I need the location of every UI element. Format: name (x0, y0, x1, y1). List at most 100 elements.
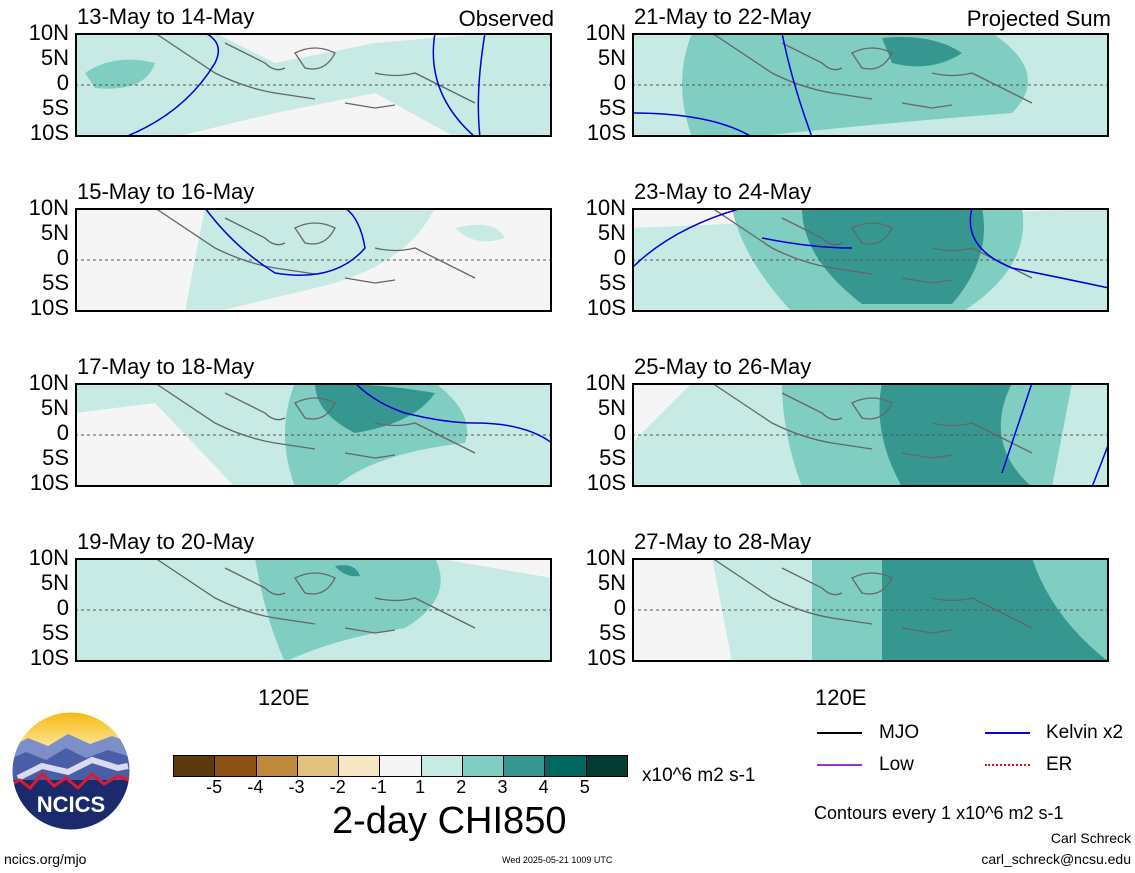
legend-line-low (817, 764, 862, 766)
lat-tick-label: 0 (613, 420, 626, 445)
colorbar-tick-label: -5 (206, 777, 223, 797)
lat-tick-label: 0 (56, 70, 69, 95)
map-canvas (632, 558, 1109, 662)
lat-tick-label: 5S (42, 95, 69, 120)
map-canvas (632, 33, 1109, 137)
lat-tick-label: 10S (586, 120, 626, 145)
colorbar-tick-label: 1 (415, 777, 426, 797)
panel-title: 17-May to 18-May (77, 354, 255, 379)
lat-tick-label: 10S (586, 295, 626, 320)
panel-title: 25-May to 26-May (634, 354, 812, 379)
panel-tag: Projected Sum (966, 6, 1111, 31)
panel-title: 13-May to 14-May (77, 4, 255, 29)
lat-tick-label: 0 (56, 245, 69, 270)
lon-label-left: 120E (258, 685, 310, 710)
map-canvas (75, 558, 552, 662)
colorbar-tick-label: 4 (538, 777, 549, 797)
legend-label-mjo: MJO (879, 722, 920, 743)
map-panel (75, 208, 552, 312)
legend-line-kelvin (985, 732, 1030, 734)
colorbar-tick-label: 5 (579, 777, 590, 797)
lat-tick-label: 5N (597, 395, 626, 420)
colorbar-swatch (462, 756, 505, 776)
panel-tag: Observed (458, 6, 554, 31)
colorbar-tick-label: -2 (329, 777, 346, 797)
lat-tick-label: 5S (599, 445, 626, 470)
legend-label-low: Low (879, 754, 914, 775)
lat-tick-label: 10N (28, 545, 69, 570)
colorbar (173, 755, 628, 777)
lat-tick-label: 5S (599, 620, 626, 645)
map-panel (632, 208, 1109, 312)
colorbar-tick-label: 3 (497, 777, 508, 797)
panel-title: 27-May to 28-May (634, 529, 812, 554)
colorbar-swatch (586, 756, 627, 776)
panel-title: 15-May to 16-May (77, 179, 255, 204)
lon-label-right: 120E (815, 685, 867, 710)
timestamp: Wed 2025-05-21 1009 UTC (502, 855, 613, 865)
lat-tick-label: 5S (599, 270, 626, 295)
colorbar-tick-label: -3 (288, 777, 305, 797)
lat-tick-label: 10N (28, 20, 69, 45)
map-panel (632, 33, 1109, 137)
map-canvas (632, 383, 1109, 487)
lat-tick-label: 10S (586, 470, 626, 495)
lat-tick-label: 5S (599, 95, 626, 120)
lat-tick-label: 5N (597, 220, 626, 245)
figure-title: 2-day CHI850 (332, 800, 567, 842)
colorbar-units: x10^6 m2 s-1 (642, 765, 756, 786)
lat-tick-label: 10S (29, 645, 69, 670)
panel-title: 19-May to 20-May (77, 529, 255, 554)
contours-note: Contours every 1 x10^6 m2 s-1 (814, 803, 1064, 823)
legend-line-mjo (817, 732, 862, 734)
lat-tick-label: 5S (42, 270, 69, 295)
lat-tick-label: 5N (40, 220, 69, 245)
map-canvas (75, 208, 552, 312)
map-canvas (75, 383, 552, 487)
colorbar-tick-label: -4 (247, 777, 264, 797)
lat-tick-label: 0 (56, 595, 69, 620)
map-panel (632, 383, 1109, 487)
logo-text: NCICS (37, 792, 105, 817)
lat-tick-label: 10N (28, 370, 69, 395)
map-canvas (75, 33, 552, 137)
lat-tick-label: 10S (29, 470, 69, 495)
lat-tick-label: 10N (585, 370, 626, 395)
lat-tick-label: 5N (40, 45, 69, 70)
colorbar-swatch (215, 756, 257, 776)
lat-tick-label: 5N (597, 45, 626, 70)
lat-tick-label: 10N (585, 545, 626, 570)
colorbar-tick-label: -1 (370, 777, 387, 797)
lat-tick-label: 10S (586, 645, 626, 670)
colorbar-swatch (174, 756, 216, 776)
lat-tick-label: 0 (613, 595, 626, 620)
lat-tick-label: 5N (40, 395, 69, 420)
lat-tick-label: 10S (29, 120, 69, 145)
map-panel (632, 558, 1109, 662)
legend-line-er (985, 764, 1030, 766)
lat-tick-label: 0 (613, 245, 626, 270)
lat-tick-label: 0 (56, 420, 69, 445)
ncics-logo: NCICS (8, 708, 134, 834)
panel-title: 21-May to 22-May (634, 4, 812, 29)
lat-tick-label: 10N (28, 195, 69, 220)
lat-tick-label: 10N (585, 20, 626, 45)
lat-tick-label: 5N (597, 570, 626, 595)
legend-label-kelvin: Kelvin x2 (1046, 722, 1124, 743)
colorbar-swatch (256, 756, 298, 776)
colorbar-swatch (380, 756, 422, 776)
email: carl_schreck@ncsu.edu (981, 851, 1131, 867)
colorbar-swatch (504, 756, 546, 776)
legend-label-er: ER (1046, 754, 1073, 775)
lat-tick-label: 5S (42, 620, 69, 645)
map-panel (75, 383, 552, 487)
lat-tick-label: 5S (42, 445, 69, 470)
colorbar-swatch (339, 756, 381, 776)
colorbar-swatch (421, 756, 463, 776)
lat-tick-label: 10N (585, 195, 626, 220)
colorbar-swatch (297, 756, 340, 776)
panel-title: 23-May to 24-May (634, 179, 812, 204)
map-panel (75, 33, 552, 137)
lat-tick-label: 10S (29, 295, 69, 320)
website-link[interactable]: ncics.org/mjo (4, 851, 87, 867)
